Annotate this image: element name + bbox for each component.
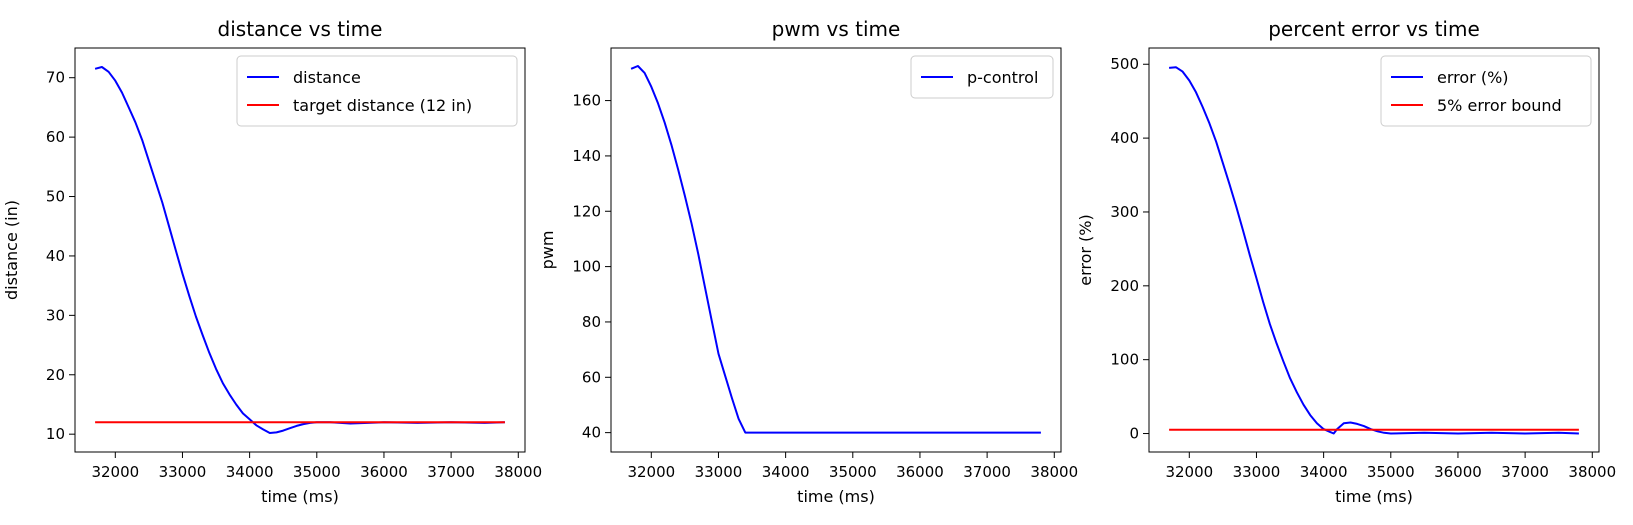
legend-entry: 5% error bound bbox=[1437, 96, 1562, 115]
legend-entry: p-control bbox=[967, 68, 1038, 87]
x-tick-label: 38000 bbox=[494, 463, 542, 481]
y-tick-label: 10 bbox=[46, 425, 65, 443]
x-tick-label: 37000 bbox=[427, 463, 475, 481]
x-axis-label: time (ms) bbox=[261, 487, 339, 506]
y-tick-label: 140 bbox=[572, 147, 601, 165]
plot-frame bbox=[74, 47, 526, 453]
x-tick-label: 33000 bbox=[695, 463, 743, 481]
series-line-error- bbox=[1168, 66, 1579, 435]
y-axis-label: error (%) bbox=[1076, 214, 1095, 286]
y-tick-label: 60 bbox=[46, 128, 65, 146]
x-tick-label: 34000 bbox=[762, 463, 810, 481]
legend-entry: target distance (12 in) bbox=[293, 96, 472, 115]
plot-frame bbox=[610, 47, 1062, 453]
legend: error (%) 5% error bound bbox=[1380, 55, 1592, 127]
y-tick-label: 40 bbox=[46, 247, 65, 265]
y-tick-label: 40 bbox=[582, 424, 601, 442]
chart-1: 32000 33000 34000 35000 36000 37000 38000 10 20 3… bbox=[2, 17, 542, 506]
legend: distance target distance (12 in) bbox=[236, 55, 518, 127]
x-tick-label: 34000 bbox=[1300, 463, 1348, 481]
y-axis-label: pwm bbox=[538, 231, 557, 270]
y-tick-label: 20 bbox=[46, 366, 65, 384]
y-tick-label: 30 bbox=[46, 306, 65, 324]
x-tick-label: 35000 bbox=[829, 463, 877, 481]
x-axis-label: time (ms) bbox=[1335, 487, 1413, 506]
chart-title: percent error vs time bbox=[1268, 17, 1480, 41]
x-tick-label: 38000 bbox=[1030, 463, 1078, 481]
legend-box bbox=[910, 55, 1054, 99]
y-tick-label: 60 bbox=[582, 368, 601, 386]
y-tick-label: 200 bbox=[1110, 277, 1139, 295]
y-tick-label: 160 bbox=[572, 92, 601, 110]
x-tick-label: 36000 bbox=[896, 463, 944, 481]
x-tick-label: 34000 bbox=[226, 463, 274, 481]
y-tick-label: 120 bbox=[572, 202, 601, 220]
x-tick-label: 33000 bbox=[1233, 463, 1281, 481]
x-tick-label: 38000 bbox=[1568, 463, 1616, 481]
chart-title: pwm vs time bbox=[772, 17, 901, 41]
y-tick-label: 70 bbox=[46, 69, 65, 87]
x-tick-label: 35000 bbox=[293, 463, 341, 481]
legend-box bbox=[236, 55, 518, 127]
legend-entry: error (%) bbox=[1437, 68, 1509, 87]
x-tick-label: 36000 bbox=[1434, 463, 1482, 481]
y-tick-label: 500 bbox=[1110, 55, 1139, 73]
chart-title: distance vs time bbox=[218, 17, 383, 41]
x-tick-label: 33000 bbox=[159, 463, 207, 481]
y-tick-label: 100 bbox=[572, 258, 601, 276]
chart-2: 32000 33000 34000 35000 36000 37000 38000 40 60 8… bbox=[538, 17, 1078, 506]
y-tick-label: 0 bbox=[1129, 425, 1139, 443]
y-tick-label: 400 bbox=[1110, 129, 1139, 147]
legend-entry: distance bbox=[293, 68, 361, 87]
y-tick-label: 50 bbox=[46, 188, 65, 206]
x-tick-label: 32000 bbox=[91, 463, 139, 481]
chart-3: 32000 33000 34000 35000 36000 37000 38000 0 100 2… bbox=[1076, 17, 1616, 506]
x-tick-label: 37000 bbox=[1501, 463, 1549, 481]
x-tick-label: 36000 bbox=[360, 463, 408, 481]
y-axis-label: distance (in) bbox=[2, 200, 21, 300]
y-tick-label: 80 bbox=[582, 313, 601, 331]
series-line-p-control bbox=[630, 65, 1041, 434]
y-tick-label: 300 bbox=[1110, 203, 1139, 221]
x-tick-label: 37000 bbox=[963, 463, 1011, 481]
x-tick-label: 32000 bbox=[627, 463, 675, 481]
x-tick-label: 35000 bbox=[1367, 463, 1415, 481]
legend-box bbox=[1380, 55, 1592, 127]
x-axis-label: time (ms) bbox=[797, 487, 875, 506]
legend: p-control bbox=[910, 55, 1054, 99]
y-tick-label: 100 bbox=[1110, 351, 1139, 369]
plot-frame bbox=[1148, 47, 1600, 453]
x-tick-label: 32000 bbox=[1165, 463, 1213, 481]
